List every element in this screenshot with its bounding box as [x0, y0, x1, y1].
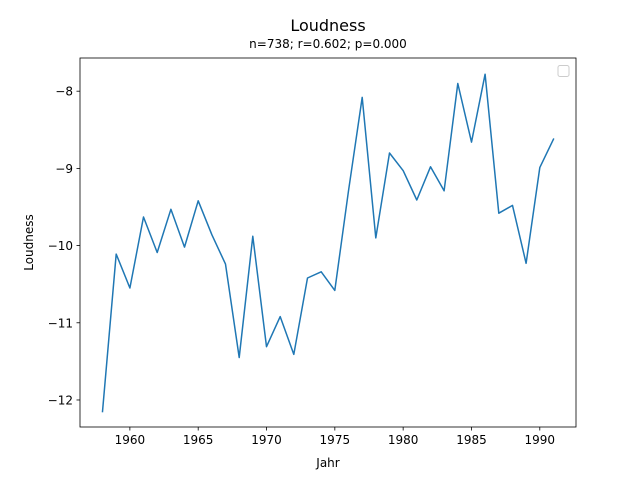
y-tick-label: −11: [48, 316, 73, 330]
y-tick-label: −12: [48, 393, 73, 407]
y-axis-ticks: −12 −11 −10 −9 −8: [48, 85, 80, 407]
x-tick-label: 1980: [388, 433, 419, 447]
y-axis-label: Loudness: [22, 214, 36, 271]
x-tick-label: 1975: [320, 433, 351, 447]
x-tick-label: 1990: [525, 433, 556, 447]
plot-area-frame: [79, 57, 577, 428]
chart-subtitle: n=738; r=0.602; p=0.000: [249, 37, 407, 51]
x-tick-label: 1960: [115, 433, 146, 447]
x-tick-label: 1970: [251, 433, 282, 447]
legend-box: [557, 65, 570, 77]
y-tick-label: −8: [55, 85, 73, 99]
chart-title: Loudness: [290, 16, 365, 35]
x-tick-label: 1985: [456, 433, 487, 447]
x-axis-label: Jahr: [315, 456, 339, 470]
y-tick-label: −10: [48, 239, 73, 253]
y-tick-label: −9: [55, 162, 73, 176]
loudness-series-line: [101, 73, 555, 413]
x-axis-ticks: 1960 1965 1970 1975 1980 1985 1990: [115, 427, 555, 447]
x-tick-label: 1965: [183, 433, 214, 447]
